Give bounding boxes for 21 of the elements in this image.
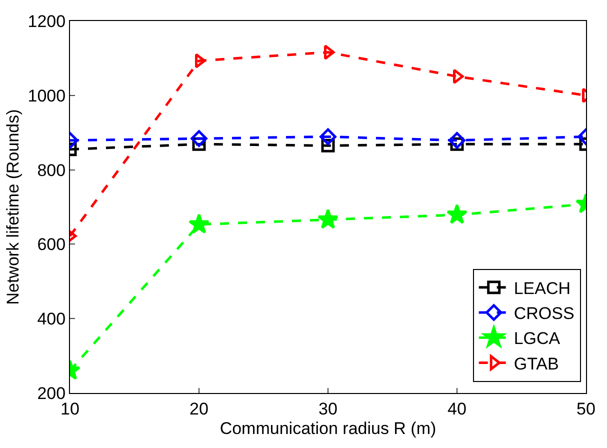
y-tick-label: 800 <box>37 160 66 180</box>
point <box>320 128 336 146</box>
x-axis-title: Communication radius R (m) <box>220 418 436 438</box>
y-axis-title: Network lifetime (Rounds) <box>3 109 22 305</box>
point <box>317 208 339 229</box>
x-tick-label: 20 <box>190 399 208 418</box>
x-tick-label: 30 <box>318 399 338 418</box>
y-tick-label: 600 <box>37 235 66 254</box>
legend-label: LGCA <box>514 329 561 348</box>
legend-label: GTAB <box>514 354 559 374</box>
y-tick-label: 1200 <box>28 12 66 31</box>
legend-label: CROSS <box>514 304 574 324</box>
point <box>195 53 206 68</box>
point <box>446 204 468 224</box>
x-tick-label: 50 <box>576 399 596 418</box>
y-tick-label: 1000 <box>28 86 66 106</box>
legend-label: LEACH <box>514 279 571 298</box>
y-tick-label: 400 <box>37 310 66 329</box>
point <box>324 44 335 60</box>
x-tick-label: 40 <box>448 399 466 418</box>
point <box>448 132 466 149</box>
